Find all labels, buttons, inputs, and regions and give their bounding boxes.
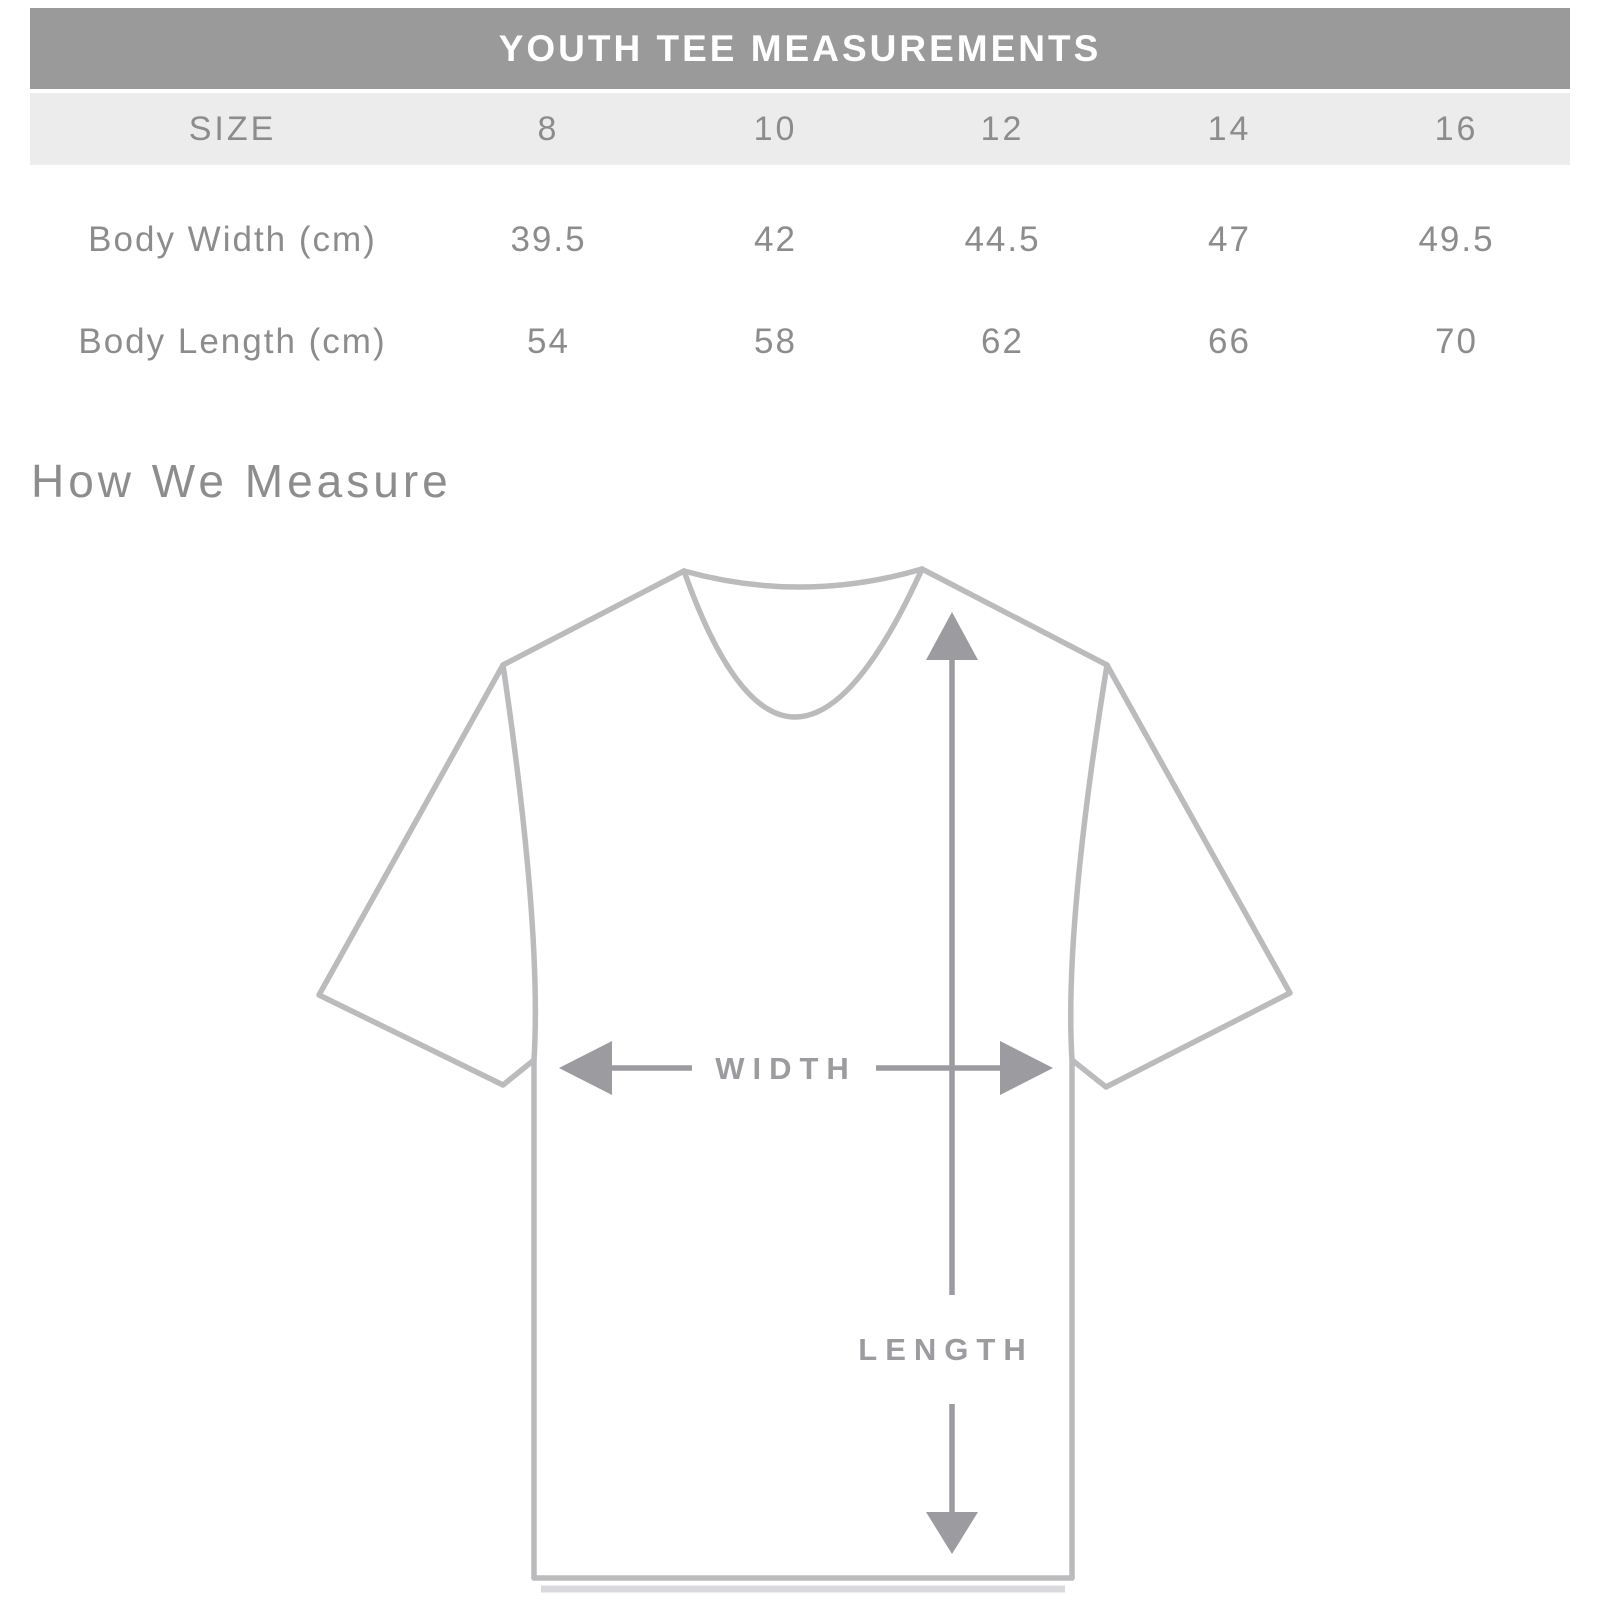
arrow-down-icon: [926, 1512, 978, 1554]
left-sleeve-line: [316, 662, 537, 1088]
table-title: YOUTH TEE MEASUREMENTS: [498, 27, 1102, 69]
collar-back-line: [681, 566, 925, 590]
left-shoulder-line: [500, 568, 687, 668]
table-row-body-width: Body Width (cm) 39.5 42 44.5 47 49.5: [30, 204, 1570, 276]
size-value-8: 8: [537, 109, 560, 148]
table-title-bar: YOUTH TEE MEASUREMENTS: [30, 8, 1570, 89]
size-value-12: 12: [980, 109, 1025, 148]
width-arrow: WIDTH: [559, 1041, 1053, 1095]
arrow-left-icon: [559, 1041, 612, 1095]
arrow-up-icon: [926, 612, 978, 660]
body-length-12: 62: [981, 322, 1024, 361]
table-row-body-length: Body Length (cm) 54 58 62 66 70: [30, 306, 1570, 378]
length-arrow: LENGTH: [858, 612, 1033, 1554]
section-heading: How We Measure: [31, 455, 452, 507]
left-body-line: [500, 662, 539, 1581]
size-column-header: SIZE: [188, 109, 277, 148]
right-shoulder-line: [919, 566, 1110, 668]
right-body-line: [1067, 662, 1110, 1581]
body-width-12: 44.5: [964, 220, 1041, 259]
measurements-table: YOUTH TEE MEASUREMENTS SIZE 8 10 12 14 1…: [30, 8, 1570, 378]
size-value-16: 16: [1434, 109, 1479, 148]
size-header-row: SIZE 8 10 12 14 16: [30, 93, 1570, 165]
body-length-8: 54: [527, 322, 570, 361]
body-width-16: 49.5: [1418, 220, 1495, 259]
body-length-16: 70: [1435, 322, 1478, 361]
body-width-14: 47: [1208, 220, 1251, 259]
body-length-14: 66: [1208, 322, 1251, 361]
body-width-10: 42: [754, 220, 797, 259]
tshirt-outline: [316, 566, 1293, 1593]
row-label: Body Length (cm): [78, 322, 387, 361]
size-value-10: 10: [753, 109, 798, 148]
row-label: Body Width (cm): [88, 220, 377, 259]
collar-front-line: [681, 566, 925, 720]
width-label: WIDTH: [715, 1051, 857, 1086]
body-width-8: 39.5: [510, 220, 587, 259]
arrow-right-icon: [1000, 1041, 1053, 1095]
body-length-10: 58: [754, 322, 797, 361]
right-sleeve-line: [1069, 662, 1293, 1090]
length-label: LENGTH: [858, 1332, 1033, 1367]
size-value-14: 14: [1207, 109, 1252, 148]
